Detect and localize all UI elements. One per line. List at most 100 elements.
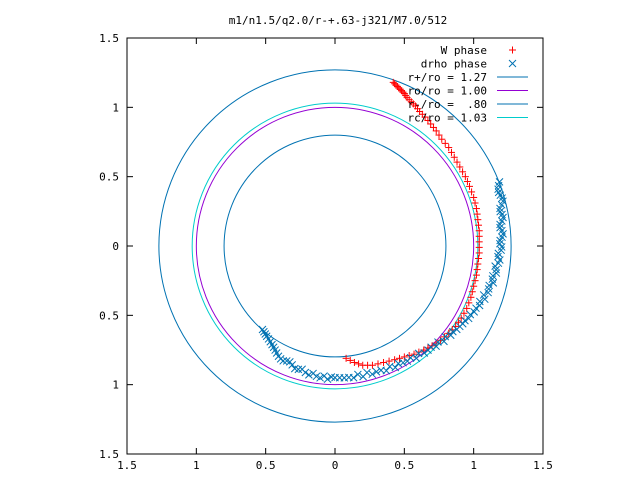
y-tick-label: 1.5 [99, 448, 119, 461]
x-tick-label: 1 [193, 459, 200, 472]
data-point [400, 353, 408, 361]
data-point [475, 221, 483, 229]
y-tick-label: 1 [112, 101, 119, 114]
axis-ticks [126, 37, 544, 455]
data-point [459, 168, 467, 176]
data-point [475, 301, 484, 310]
data-point [435, 131, 443, 139]
data-point [494, 185, 502, 194]
y-tick-labels: 1.5 1 0.5 0 0.5 1 1.5 [99, 32, 119, 461]
data-point [471, 277, 479, 285]
data-point [415, 348, 423, 356]
x-tick-label: 0.5 [256, 459, 276, 472]
data-point [261, 330, 270, 338]
data-point [466, 182, 474, 190]
data-point [468, 188, 476, 196]
data-point [492, 265, 500, 274]
data-point [472, 271, 480, 279]
data-point [456, 163, 464, 171]
data-point [309, 369, 317, 378]
data-point [472, 205, 480, 213]
data-point [470, 282, 478, 290]
x-tick-label: 1.5 [117, 459, 137, 472]
data-point [414, 349, 423, 358]
data-point [492, 269, 501, 277]
legend-label: r+/ro = 1.27 [408, 71, 487, 84]
data-point [359, 361, 367, 369]
circle-2 [223, 134, 447, 358]
series-0 [342, 78, 483, 369]
data-point [342, 354, 350, 362]
data-point [450, 153, 458, 161]
data-point [472, 304, 480, 313]
data-point [305, 370, 313, 379]
data-point [445, 144, 453, 152]
circle-3 [191, 102, 479, 390]
data-point [432, 127, 440, 135]
data-point [377, 366, 385, 375]
y-tick-label: 0.5 [99, 309, 119, 322]
x-tick-labels: 1.5 1 0.5 0 0.5 1 1.5 [117, 459, 553, 472]
data-point [260, 327, 268, 336]
data-point [298, 365, 306, 374]
y-tick-label: 1.5 [99, 32, 119, 45]
data-point [368, 370, 377, 379]
circle-0 [158, 69, 512, 423]
x-tick-label: 1.5 [533, 459, 553, 472]
data-point [359, 372, 367, 381]
data-point [372, 367, 381, 376]
data-point [461, 173, 469, 181]
data-point [453, 158, 461, 166]
legend-marker [508, 59, 517, 68]
data-point [497, 243, 506, 251]
data-point [470, 193, 478, 201]
data-point [463, 304, 471, 312]
x-tick-label: 1 [470, 459, 477, 472]
legend-label: r-/ro = .80 [408, 98, 487, 111]
data-point [494, 249, 503, 258]
data-point [424, 346, 432, 354]
legend-label: drho phase [421, 58, 487, 71]
data-point [463, 178, 471, 186]
data-point [496, 236, 504, 245]
data-point [290, 364, 299, 373]
data-point [355, 360, 363, 368]
data-point [262, 332, 271, 341]
y-tick-label: 0 [112, 240, 119, 253]
x-tick-label: 0.5 [394, 459, 414, 472]
data-point [385, 357, 393, 365]
y-tick-label: 0.5 [99, 171, 119, 184]
chart-title: m1/n1.5/q2.0/r-+.63-j321/M7.0/512 [229, 14, 448, 27]
data-point [467, 293, 475, 301]
data-point [374, 360, 382, 368]
reference-circles [158, 69, 512, 423]
data-point [470, 308, 479, 316]
data-point [434, 338, 442, 346]
data-point [468, 288, 476, 296]
data-point [449, 327, 457, 336]
data-point [489, 279, 498, 287]
data-point [354, 370, 362, 379]
legend-label: W phase [441, 44, 487, 57]
legend-label: rc/ro = 1.03 [408, 112, 487, 125]
data-point [320, 372, 328, 380]
data-point [391, 356, 399, 364]
series-1 [258, 178, 507, 384]
legend-marker [509, 46, 516, 54]
data-point [485, 281, 494, 290]
data-point [457, 314, 465, 322]
data-point [480, 295, 489, 304]
data-point [473, 210, 481, 218]
legend-label: ro/ro = 1.00 [408, 85, 487, 98]
data-point [380, 358, 388, 366]
data-point [399, 358, 407, 367]
data-point [282, 357, 291, 365]
data-point [438, 135, 446, 143]
data-point [258, 325, 267, 334]
data-point [405, 352, 413, 360]
data-point [394, 359, 403, 368]
data-point [346, 356, 354, 364]
data-point [479, 291, 488, 299]
